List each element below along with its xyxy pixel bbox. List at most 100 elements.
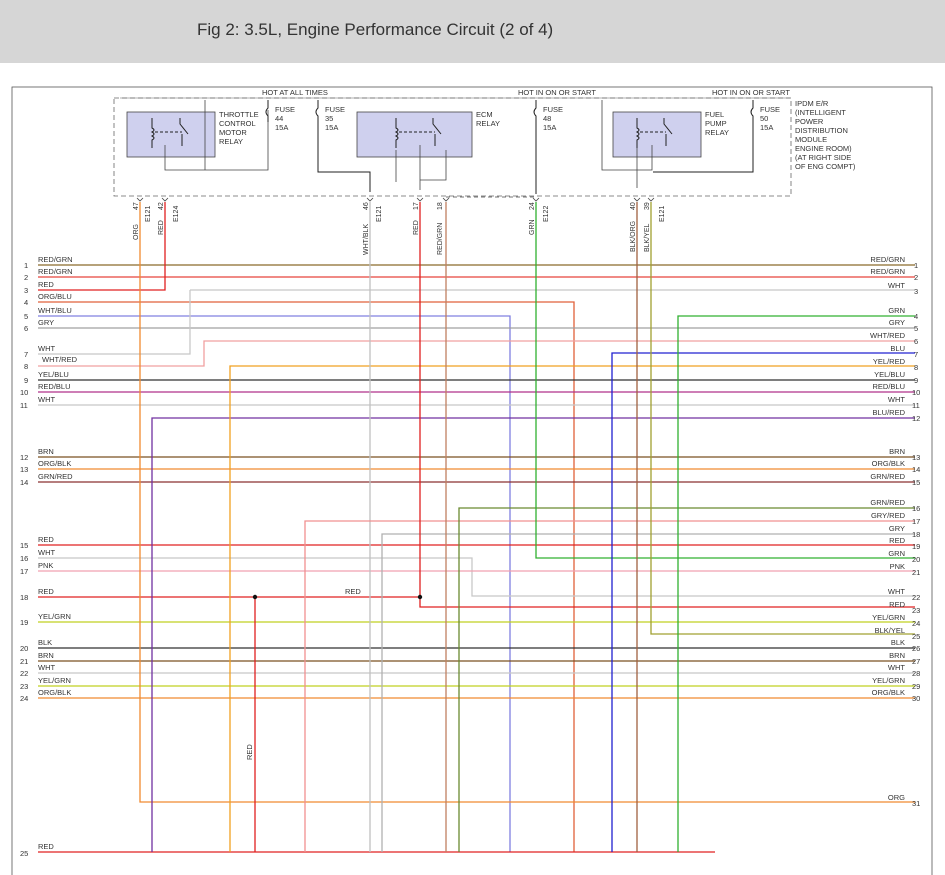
pin-chevrons (136, 197, 655, 202)
ipdm-note: IPDM E/R (INTELLIGENT POWER DISTRIBUTION… (795, 99, 856, 171)
power-label-on-start-2: HOT IN ON OR START (712, 88, 790, 97)
pin-connector-label: E124 (173, 206, 180, 222)
right-num: 18 (912, 530, 920, 539)
right-label: RED (889, 536, 905, 545)
right-label: WHT/RED (870, 331, 906, 340)
wire-h7 (38, 290, 191, 355)
relay-wiring (164, 100, 269, 171)
fuse-50: FUSE 50 15A (653, 100, 780, 173)
left-num: 15 (20, 541, 28, 550)
left-num: 16 (20, 554, 28, 563)
pin-color-label: WHT/BLK (363, 224, 370, 255)
right-label: WHT (888, 395, 905, 404)
right-label: YEL/RED (873, 357, 906, 366)
right-num: 4 (914, 312, 918, 321)
left-label: RED (38, 535, 54, 544)
left-num: 5 (24, 312, 28, 321)
right-label: GRN (888, 306, 905, 315)
left-num: 13 (20, 465, 28, 474)
wire-grn-red-v (458, 507, 915, 852)
right-wire-labels: RED/GRN 1 RED/GRN 2 WHT 3 GRN 4 GRY 5 WHT/RED… (870, 255, 920, 808)
right-num: 22 (912, 593, 920, 602)
relay-coil-icon (635, 118, 640, 148)
pin-color-label: BLK/YEL (644, 223, 651, 252)
ipdm-note-line: POWER (795, 117, 824, 126)
right-label: BRN (889, 447, 905, 456)
wire-h5 (38, 315, 511, 852)
left-label: PNK (38, 561, 53, 570)
left-label: WHT (38, 395, 55, 404)
right-num: 26 (912, 644, 920, 653)
left-label: WHT (38, 344, 55, 353)
relay-label: CONTROL (219, 119, 256, 128)
right-label: RED/GRN (870, 267, 905, 276)
right-num: 29 (912, 682, 920, 691)
fuse-label: 48 (543, 114, 551, 123)
right-num: 11 (912, 401, 920, 410)
left-num: 21 (20, 657, 28, 666)
pin-connector-label: E121 (145, 206, 152, 222)
relay-coil-icon (150, 118, 155, 148)
diagram-frame (11, 86, 933, 875)
right-label: WHT (888, 587, 905, 596)
right-num: 30 (912, 694, 920, 703)
wire-h4 (38, 301, 575, 852)
relay-coil-icon (394, 118, 399, 148)
relay-body (126, 111, 216, 158)
fuse-label: 15A (543, 123, 556, 132)
right-label: BRN (889, 651, 905, 660)
relay-switch-icon (432, 118, 442, 146)
relay-label: RELAY (476, 119, 500, 128)
right-num: 19 (912, 542, 920, 551)
right-num: 8 (914, 363, 918, 372)
right-num: 13 (912, 453, 920, 462)
left-label: RED (38, 280, 54, 289)
pin-number-label: 46 (363, 202, 370, 210)
right-num: 9 (914, 376, 918, 385)
throttle-control-motor-relay: THROTTLE CONTROL MOTOR RELAY (126, 100, 269, 171)
fuse-label: 50 (760, 114, 768, 123)
page-title: Fig 2: 3.5L, Engine Performance Circuit … (197, 20, 554, 39)
right-num: 5 (914, 324, 918, 333)
fuse-label: 44 (275, 114, 283, 123)
right-num: 1 (914, 261, 918, 270)
pin-color-label: ORG (133, 224, 140, 240)
relay-label: MOTOR (219, 128, 247, 137)
wire-blu-v (611, 352, 915, 852)
ecm-relay: ECM RELAY (356, 110, 500, 190)
left-num: 18 (20, 593, 28, 602)
fuse-icon (315, 100, 371, 192)
left-num: 7 (24, 350, 28, 359)
left-label: ORG/BLU (38, 292, 72, 301)
vertical-wires (139, 202, 915, 852)
ipdm-note-line: (AT RIGHT SIDE (795, 153, 851, 162)
fuse-48: FUSE 48 15A (533, 100, 563, 194)
fuse-label: FUSE (760, 105, 780, 114)
pin-number-label: 17 (413, 202, 420, 210)
fuse-icon (653, 100, 754, 173)
left-label: BRN (38, 651, 54, 660)
left-label: GRN/RED (38, 472, 73, 481)
right-num: 16 (912, 504, 920, 513)
right-num: 21 (912, 568, 920, 577)
fuse-35: FUSE 35 15A (315, 100, 371, 192)
left-label: YEL/BLU (38, 370, 69, 379)
left-num: 8 (24, 362, 28, 371)
fuse-label: 15A (325, 123, 338, 132)
right-label: GRN/RED (870, 472, 905, 481)
right-label: ORG (888, 793, 905, 802)
left-label: WHT (38, 663, 55, 672)
relay-label: THROTTLE (219, 110, 259, 119)
right-label: GRN (888, 549, 905, 558)
left-num: 22 (20, 669, 28, 678)
relay-label: ECM (476, 110, 493, 119)
left-label: BLK (38, 638, 52, 647)
right-label: YEL/BLU (874, 370, 905, 379)
left-num: 3 (24, 286, 28, 295)
ipdm-note-line: ENGINE ROOM) (795, 144, 852, 153)
right-label: RED/BLU (872, 382, 905, 391)
left-num: 2 (24, 273, 28, 282)
fuse-label: 15A (275, 123, 288, 132)
wire-grn-v (535, 202, 915, 559)
